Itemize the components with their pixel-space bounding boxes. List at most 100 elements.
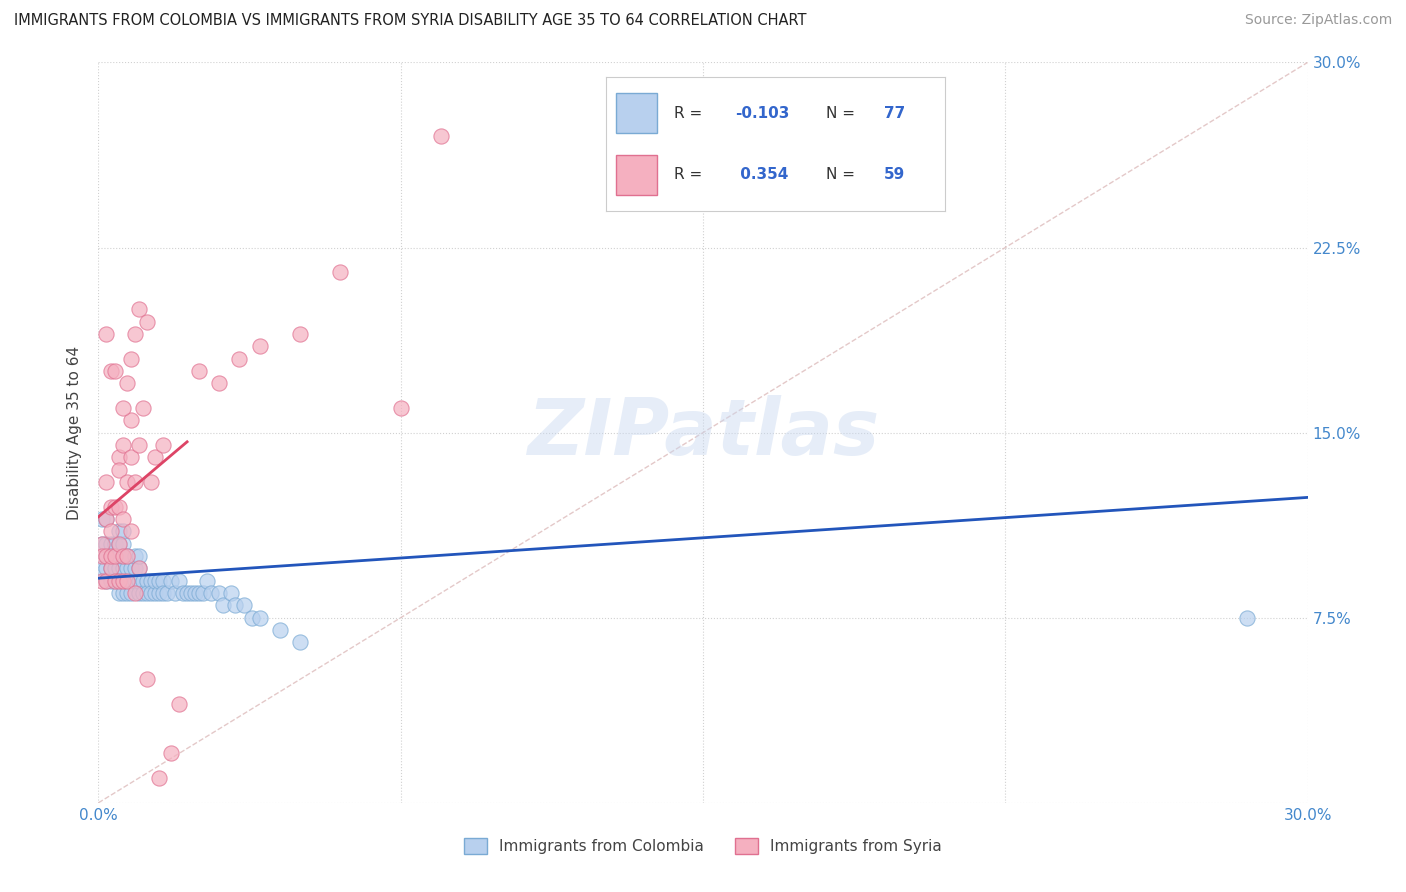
Point <box>139 475 162 489</box>
Point <box>1236 610 1258 624</box>
Point <box>152 574 174 588</box>
Point <box>115 549 138 563</box>
Point <box>107 462 129 476</box>
Point <box>176 586 198 600</box>
Point <box>107 500 129 514</box>
Point <box>733 191 755 205</box>
Point <box>115 376 138 391</box>
Point <box>107 524 129 539</box>
Point <box>128 586 150 600</box>
Point <box>135 314 157 328</box>
Point <box>128 574 150 588</box>
Point <box>120 574 142 588</box>
Point <box>193 586 215 600</box>
Point <box>389 401 412 415</box>
Point <box>188 586 211 600</box>
Point <box>111 438 134 452</box>
Point <box>160 574 183 588</box>
Point <box>96 536 118 550</box>
Point <box>103 500 125 514</box>
Text: IMMIGRANTS FROM COLOMBIA VS IMMIGRANTS FROM SYRIA DISABILITY AGE 35 TO 64 CORREL: IMMIGRANTS FROM COLOMBIA VS IMMIGRANTS F… <box>14 13 807 29</box>
Point <box>135 574 157 588</box>
Point <box>115 574 138 588</box>
Point <box>103 364 125 378</box>
Point <box>208 586 231 600</box>
Point <box>107 549 129 563</box>
Point <box>132 574 155 588</box>
Point <box>120 413 142 427</box>
Point <box>269 623 291 637</box>
Point <box>120 351 142 366</box>
Point <box>111 549 134 563</box>
Point <box>91 549 114 563</box>
Point <box>103 561 125 575</box>
Point <box>100 561 122 575</box>
Point <box>128 302 150 317</box>
Legend: Immigrants from Colombia, Immigrants from Syria: Immigrants from Colombia, Immigrants fro… <box>457 830 949 862</box>
Point <box>139 586 162 600</box>
Point <box>120 561 142 575</box>
Point <box>212 599 235 613</box>
Point <box>100 500 122 514</box>
Point <box>115 475 138 489</box>
Point <box>240 610 263 624</box>
Point <box>160 747 183 761</box>
Point <box>124 549 146 563</box>
Point <box>96 512 118 526</box>
Point <box>249 339 271 353</box>
Point <box>103 549 125 563</box>
Point <box>124 561 146 575</box>
Point <box>100 536 122 550</box>
Point <box>148 586 170 600</box>
Point <box>228 351 250 366</box>
Point <box>208 376 231 391</box>
Point <box>249 610 271 624</box>
Text: Source: ZipAtlas.com: Source: ZipAtlas.com <box>1244 13 1392 28</box>
Point <box>111 586 134 600</box>
Point <box>143 450 166 465</box>
Point <box>132 401 155 415</box>
Point <box>128 561 150 575</box>
Point <box>124 574 146 588</box>
Point <box>148 574 170 588</box>
Point <box>167 697 190 711</box>
Point <box>96 574 118 588</box>
Point <box>107 574 129 588</box>
Point <box>111 401 134 415</box>
Point <box>91 536 114 550</box>
Point <box>200 586 222 600</box>
Point <box>100 364 122 378</box>
Point <box>288 635 311 649</box>
Point <box>91 561 114 575</box>
Point <box>103 574 125 588</box>
Point <box>107 536 129 550</box>
Point <box>96 549 118 563</box>
Point <box>107 586 129 600</box>
Point <box>103 536 125 550</box>
Point <box>430 129 453 144</box>
Point <box>115 574 138 588</box>
Point <box>128 549 150 563</box>
Point <box>111 574 134 588</box>
Point <box>111 524 134 539</box>
Point <box>107 561 129 575</box>
Point <box>221 586 243 600</box>
Point <box>124 586 146 600</box>
Point <box>180 586 202 600</box>
Point <box>329 265 352 279</box>
Point <box>148 771 170 785</box>
Point <box>91 574 114 588</box>
Point <box>115 586 138 600</box>
Point <box>103 574 125 588</box>
Point <box>143 586 166 600</box>
Point <box>111 512 134 526</box>
Point <box>120 586 142 600</box>
Point <box>184 586 207 600</box>
Point <box>156 586 179 600</box>
Point <box>135 586 157 600</box>
Point <box>107 574 129 588</box>
Point <box>96 549 118 563</box>
Point <box>135 673 157 687</box>
Point <box>124 326 146 341</box>
Point <box>100 561 122 575</box>
